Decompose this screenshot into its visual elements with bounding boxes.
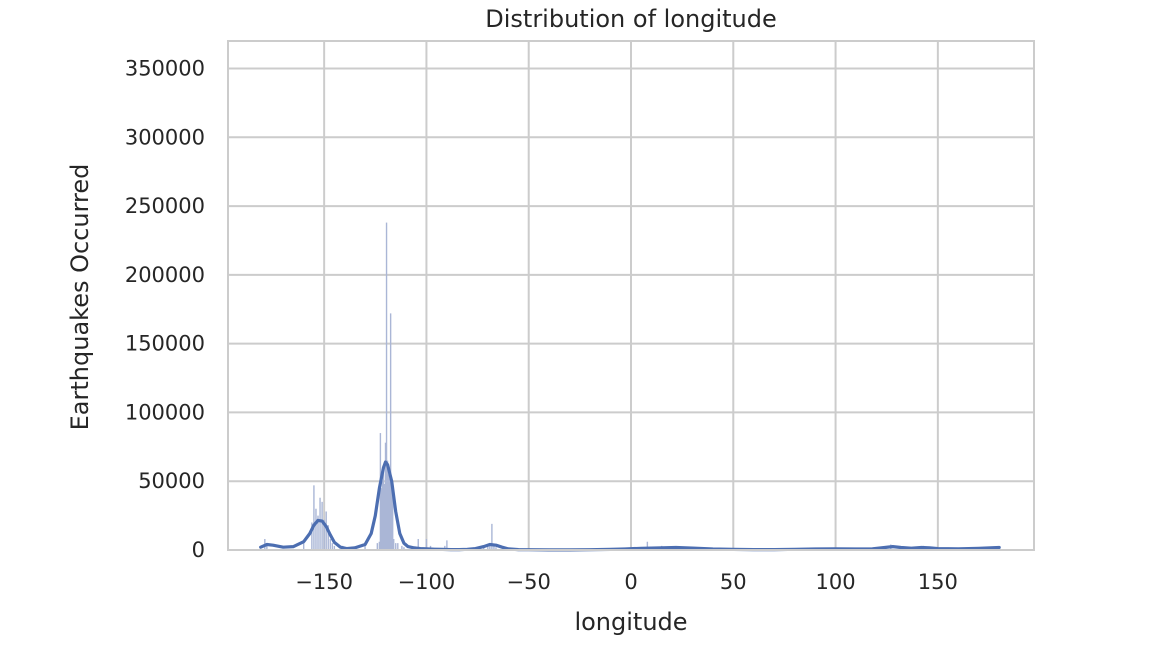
histogram-bar: [376, 543, 379, 550]
histogram-bar: [491, 523, 493, 550]
histogram-bar: [493, 544, 495, 550]
histogram-bar: [391, 494, 394, 550]
histogram-bar: [302, 543, 305, 550]
x-tick-label: 0: [624, 570, 637, 594]
plot-frame: [227, 40, 1035, 551]
histogram-bar: [311, 522, 313, 550]
y-tick-label: 250000: [125, 194, 205, 218]
y-tick-label: 300000: [125, 125, 205, 149]
histogram-bar: [327, 525, 329, 550]
histogram-bar: [315, 508, 317, 550]
histogram-bar: [446, 540, 448, 550]
histogram-bar: [389, 313, 392, 550]
histogram-bar: [364, 545, 366, 550]
histogram-bar: [397, 543, 399, 550]
x-tick-label: −150: [295, 570, 353, 594]
chart-title: Distribution of longitude: [485, 5, 777, 33]
histogram-bar: [393, 538, 395, 550]
histogram-bar: [381, 481, 384, 550]
y-tick-label: 100000: [125, 400, 205, 424]
histogram-bar: [384, 442, 387, 550]
y-tick-label: 200000: [125, 263, 205, 287]
x-tick-label: 150: [918, 570, 958, 594]
histogram-bar: [489, 543, 491, 550]
y-axis-ticks: 0 50000 100000 150000 200000 250000 300000 3500…: [125, 57, 205, 562]
x-tick-label: −100: [398, 570, 456, 594]
x-axis-ticks: −150 −100 −50 0 50 100 150: [295, 570, 958, 594]
histogram-bar: [388, 478, 391, 550]
y-axis-label: Earthquakes Occurred: [66, 164, 94, 431]
histogram-bar: [387, 474, 390, 550]
histogram-bar: [425, 538, 428, 550]
histogram-bar: [266, 543, 268, 550]
histogram-bar: [378, 541, 381, 550]
y-tick-label: 150000: [125, 332, 205, 356]
histogram-bar: [395, 543, 397, 550]
y-tick-label: 350000: [125, 57, 205, 81]
histogram-bar: [495, 547, 497, 550]
histogram-bar: [319, 497, 321, 550]
histogram-bar: [401, 545, 403, 550]
histogram-bar: [313, 485, 315, 550]
histogram-bar: [331, 543, 334, 550]
histogram-bar: [321, 501, 323, 550]
kde-curve: [259, 460, 1001, 552]
histogram-bar: [323, 519, 325, 550]
histogram-bar: [385, 222, 388, 551]
x-axis-label: longitude: [574, 608, 687, 636]
histogram-bar: [383, 483, 386, 550]
histogram-bar: [333, 545, 336, 550]
histogram-bar: [386, 460, 389, 550]
y-tick-label: 50000: [138, 469, 205, 493]
histogram-bar: [417, 538, 419, 550]
histogram-bar: [382, 467, 385, 550]
histogram-bar: [390, 478, 393, 550]
grid-lines: [228, 41, 1034, 551]
histogram-bar: [317, 515, 319, 550]
histogram-bar: [329, 538, 331, 550]
x-tick-label: 50: [720, 570, 747, 594]
y-tick-label: 0: [192, 538, 205, 562]
histogram-bar: [380, 488, 383, 550]
histogram-bar: [403, 547, 405, 550]
histogram-bar: [487, 544, 489, 550]
x-tick-label: −50: [507, 570, 551, 594]
histogram-bar: [325, 511, 327, 550]
x-tick-label: 100: [816, 570, 856, 594]
histogram-bar: [646, 541, 649, 550]
histogram-bars: [264, 222, 996, 551]
